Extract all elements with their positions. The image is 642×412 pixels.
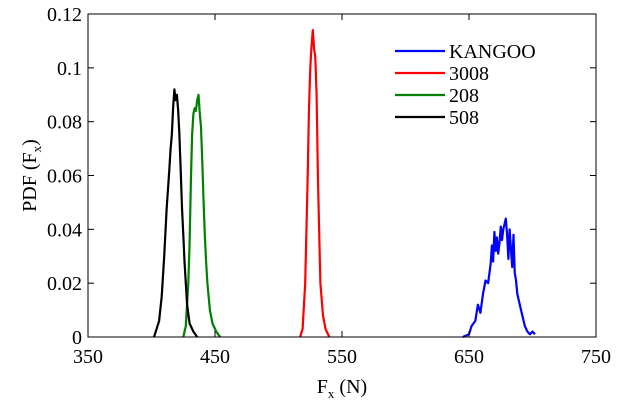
legend-label: 508	[449, 107, 479, 129]
series-line-3008	[299, 29, 331, 338]
y-axis-label: PDF (Fx)	[19, 139, 44, 212]
legend-label: KANGOO	[449, 41, 536, 63]
x-tick-label: 550	[327, 346, 357, 368]
x-tick-label: 350	[73, 346, 103, 368]
y-tick-label: 0.12	[47, 4, 82, 26]
axis-ticks: 350 450 550 650 750 0 0.02 0.04 0.06 0.08 0.1 0.12	[47, 4, 611, 368]
x-tick-label: 650	[454, 346, 484, 368]
series-line-kangoo	[462, 217, 536, 339]
series-line-508	[152, 88, 199, 338]
legend-label: 208	[449, 85, 479, 107]
y-tick-label: 0.1	[57, 58, 82, 80]
x-axis-label: Fx (N)	[317, 376, 367, 401]
y-tick-label: 0.08	[47, 112, 82, 134]
y-tick-label: 0.06	[47, 166, 82, 188]
y-tick-label: 0	[72, 327, 82, 349]
series-line-208	[182, 93, 221, 338]
x-tick-label: 750	[581, 346, 611, 368]
legend-label: 3008	[449, 63, 489, 85]
y-tick-label: 0.02	[47, 273, 82, 295]
x-tick-label: 450	[200, 346, 230, 368]
series-lines	[152, 29, 536, 339]
y-tick-label: 0.04	[47, 219, 82, 241]
